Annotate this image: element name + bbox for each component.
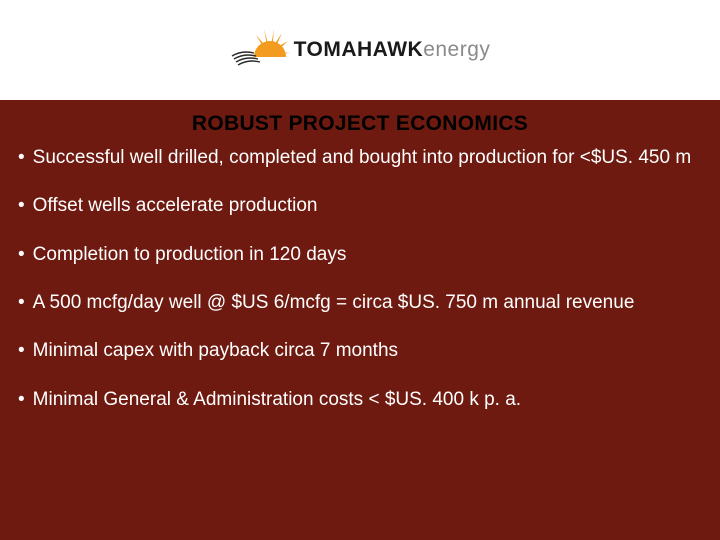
bullet-dot-icon: •	[18, 146, 33, 170]
bullet-text: Completion to production in 120 days	[33, 243, 706, 267]
list-item: • Minimal General & Administration costs…	[18, 388, 706, 412]
bullet-text: Minimal capex with payback circa 7 month…	[33, 339, 706, 363]
bullet-dot-icon: •	[18, 339, 33, 363]
bullet-text: Offset wells accelerate production	[33, 194, 706, 218]
list-item: • Successful well drilled, completed and…	[18, 146, 706, 170]
bullet-text: Minimal General & Administration costs <…	[33, 388, 706, 412]
logo-band: TOMAHAWKenergy	[0, 0, 720, 100]
company-logo: TOMAHAWKenergy	[230, 23, 491, 77]
sun-feather-icon	[230, 23, 290, 77]
bullet-dot-icon: •	[18, 243, 33, 267]
list-item: • Minimal capex with payback circa 7 mon…	[18, 339, 706, 363]
bullet-dot-icon: •	[18, 388, 33, 412]
slide-title: ROBUST PROJECT ECONOMICS	[0, 100, 720, 146]
logo-wordmark: TOMAHAWKenergy	[294, 38, 491, 62]
bullet-dot-icon: •	[18, 194, 33, 218]
logo-text-left: TOMAHAWK	[294, 38, 424, 62]
bullet-text: A 500 mcfg/day well @ $US 6/mcfg = circa…	[33, 291, 706, 315]
list-item: • Offset wells accelerate production	[18, 194, 706, 218]
bullet-list: • Successful well drilled, completed and…	[0, 146, 720, 412]
bullet-dot-icon: •	[18, 291, 33, 315]
list-item: • A 500 mcfg/day well @ $US 6/mcfg = cir…	[18, 291, 706, 315]
logo-text-right: energy	[423, 38, 490, 62]
bullet-text: Successful well drilled, completed and b…	[33, 146, 706, 170]
slide: TOMAHAWKenergy ROBUST PROJECT ECONOMICS …	[0, 0, 720, 540]
list-item: • Completion to production in 120 days	[18, 243, 706, 267]
